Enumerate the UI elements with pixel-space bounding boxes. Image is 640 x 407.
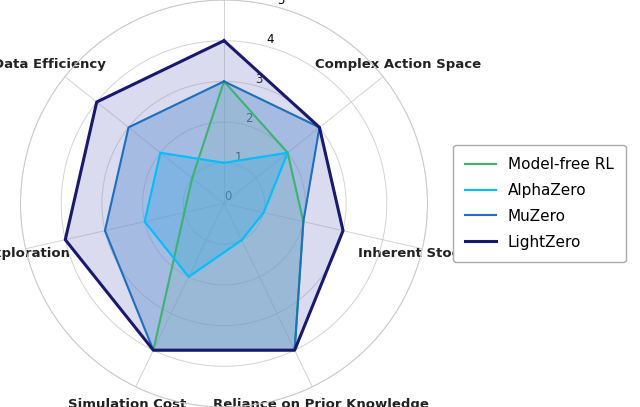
Legend: Model-free RL, AlphaZero, MuZero, LightZero: Model-free RL, AlphaZero, MuZero, LightZ…: [453, 145, 626, 262]
Polygon shape: [145, 153, 287, 277]
Polygon shape: [154, 81, 303, 350]
Polygon shape: [65, 41, 343, 350]
Polygon shape: [105, 81, 319, 350]
